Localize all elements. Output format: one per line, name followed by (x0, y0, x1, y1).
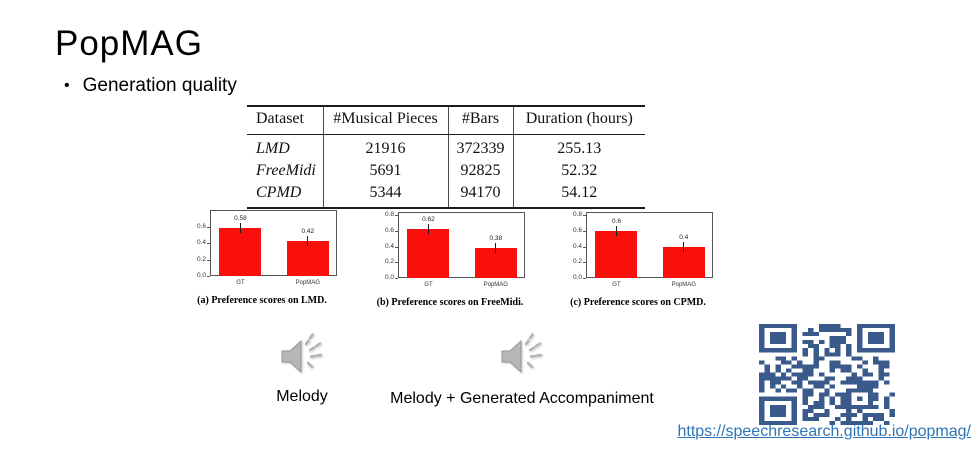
y-tick-label: 0.0 (572, 274, 582, 281)
error-bar (239, 223, 241, 234)
y-tick-mark (207, 259, 210, 261)
table-cell: FreeMidi (247, 160, 324, 182)
y-tick-label: 0.4 (384, 242, 394, 250)
table-cell: 255.13 (557, 140, 602, 157)
bullet-text: Generation quality (82, 75, 237, 96)
chart-bar (595, 230, 638, 278)
error-bar (495, 243, 497, 254)
audio-player-melody[interactable] (275, 331, 325, 381)
y-tick-label: 0.6 (196, 222, 206, 230)
chart-bar (662, 246, 705, 278)
chart-bar (286, 241, 329, 276)
audio-label-melody: Melody (276, 388, 328, 405)
y-tick-mark (583, 215, 586, 217)
chart-caption: (c) Preference scores on CPMD. (570, 297, 706, 308)
dataset-stats-table: Dataset #Musical Pieces #Bars Duration (hou… (247, 105, 645, 209)
bar-value-label: 0.62 (422, 216, 435, 224)
y-tick-label: 0.2 (384, 258, 394, 266)
error-bar (307, 236, 309, 247)
y-tick-mark (395, 230, 398, 232)
x-tick-label: PopMAG (483, 282, 508, 288)
chart-bar (407, 229, 450, 278)
table-header-row: Dataset #Musical Pieces #Bars Duration (hou… (247, 106, 645, 135)
page-title: PopMAG (55, 24, 203, 64)
table-cell: 5691 (323, 160, 449, 182)
y-tick-mark (207, 276, 210, 277)
table-header-cell: #Bars (448, 106, 514, 135)
table-cell: 52.32 (561, 162, 598, 179)
y-tick-mark (395, 278, 398, 279)
y-tick-label: 0.6 (384, 226, 394, 234)
y-tick-label: 0.2 (572, 258, 582, 266)
popmag-link[interactable]: https://speechresearch.github.io/popmag/ (677, 423, 971, 440)
y-tick-mark (583, 230, 586, 232)
y-tick-label: 0.6 (572, 226, 582, 234)
bullet-item: • Generation quality (64, 75, 237, 97)
chart-preference-lmd: (a) Preference scores on LMD. 0.0 0.2 0.4 0… (190, 204, 340, 316)
chart-caption: (a) Preference scores on LMD. (197, 295, 327, 306)
table-cell: 372339 (448, 134, 514, 160)
speaker-icon (501, 333, 543, 374)
x-tick-label: PopMAG (671, 282, 696, 288)
table-cell: 94170 (448, 182, 514, 208)
y-tick-mark (583, 278, 586, 279)
y-tick-label: 0.4 (196, 239, 206, 246)
table-header-cell: Dataset (247, 106, 324, 135)
table-cell: 21916 (323, 134, 449, 160)
table-cell: 5344 (323, 182, 449, 208)
chart-caption: (b) Preference scores on FreeMidi. (376, 297, 524, 308)
y-tick-label: 0.4 (572, 242, 582, 250)
y-tick-mark (583, 262, 586, 264)
audio-label-accompaniment: Melody + Generated Accompaniment (390, 390, 654, 407)
table-header-cell: #Musical Pieces (323, 106, 449, 135)
table-row: LMD 21916 372339 255.13 (247, 134, 645, 160)
table-row: CPMD 5344 94170 54.12 (247, 182, 645, 208)
x-tick-label: GT (236, 280, 245, 286)
y-tick-mark (395, 262, 398, 264)
y-tick-label: 0.2 (196, 255, 206, 263)
y-tick-mark (583, 246, 586, 248)
error-bar (615, 225, 617, 236)
bullet-icon: • (64, 77, 70, 94)
table-cell: 92825 (448, 160, 514, 182)
y-tick-label: 0.8 (384, 211, 394, 219)
chart-preference-freemidi: (b) Preference scores on FreeMidi. 0.0 0.… (377, 206, 528, 318)
speaker-icon (281, 333, 323, 374)
dataset-table: Dataset #Musical Pieces #Bars Duration (hou… (247, 105, 645, 209)
y-tick-label: 0.0 (384, 274, 394, 281)
y-tick-label: 0.0 (196, 272, 206, 279)
bar-value-label: 0.6 (611, 217, 621, 225)
bar-value-label: 0.58 (234, 215, 247, 223)
table-cell: CPMD (247, 182, 324, 208)
table-cell: LMD (247, 134, 324, 160)
table-header-cell: Duration (hours) (513, 106, 645, 135)
y-tick-mark (395, 246, 398, 248)
audio-player-accompaniment[interactable] (495, 331, 545, 381)
x-tick-label: PopMAG (295, 280, 320, 286)
bar-value-label: 0.4 (679, 233, 689, 241)
bar-value-label: 0.38 (489, 235, 503, 243)
table-cell: 54.12 (561, 184, 598, 201)
chart-preference-cpmd: (c) Preference scores on CPMD. 0.0 0.2 0.4… (566, 206, 716, 318)
qr-code-icon (759, 324, 895, 425)
x-tick-label: GT (612, 282, 621, 288)
error-bar (683, 241, 685, 252)
table-row: FreeMidi 5691 92825 52.32 (247, 160, 645, 182)
error-bar (427, 224, 429, 235)
bar-value-label: 0.42 (301, 228, 315, 236)
y-tick-mark (207, 226, 210, 228)
chart-bar (219, 228, 262, 276)
y-tick-mark (207, 243, 210, 244)
y-tick-mark (395, 215, 398, 217)
y-tick-label: 0.8 (572, 211, 582, 219)
x-tick-label: GT (424, 282, 433, 288)
